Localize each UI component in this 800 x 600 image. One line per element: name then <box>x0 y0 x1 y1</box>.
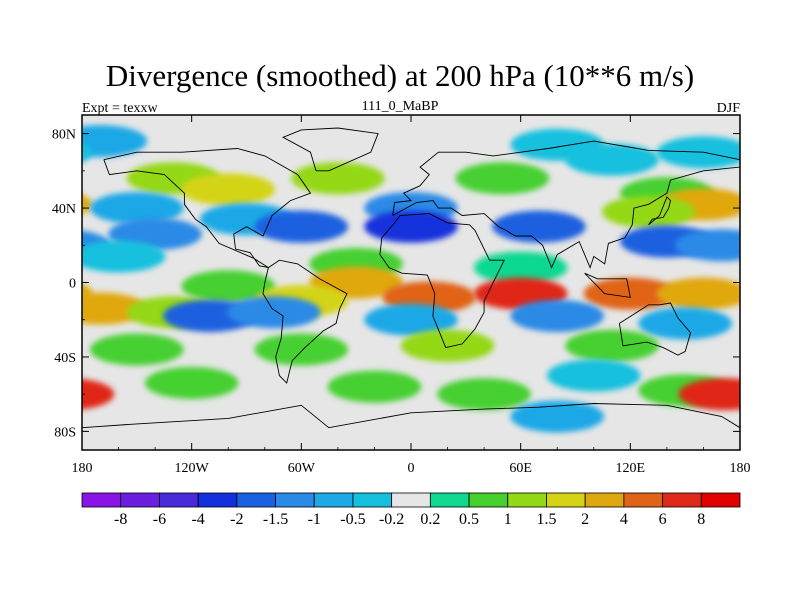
colorbar-label: 8 <box>697 511 705 528</box>
colorbar-label: 6 <box>659 511 667 528</box>
y-tick-label: 80N <box>52 128 76 143</box>
coastline <box>392 140 740 269</box>
field-patch <box>82 240 166 273</box>
colorbar-swatch <box>313 492 354 508</box>
field-patch <box>181 173 276 206</box>
colorbar-swatch <box>700 492 741 508</box>
field-patch <box>254 210 349 243</box>
field-patch <box>656 277 740 310</box>
field-patch <box>510 400 605 433</box>
field-patch <box>510 300 605 332</box>
field-patch <box>565 329 659 362</box>
chart-title: Divergence (smoothed) at 200 hPa (10**6 … <box>105 58 695 93</box>
coastline <box>379 213 505 349</box>
field-patch <box>90 192 184 225</box>
colorbar-label: -8 <box>114 511 127 528</box>
field-patch <box>327 370 422 403</box>
colorbar-swatch <box>197 492 238 508</box>
field-patch <box>565 143 659 176</box>
field-patch <box>82 378 115 410</box>
colorbar-swatch <box>352 492 393 508</box>
colorbar-label: 2 <box>581 511 589 528</box>
coastline <box>282 127 379 172</box>
colorbar: -8 -6 -4 -2 -1.5 -1 -0.5 -0.2 0.2 0.5 1 1.5 2 4 6 8 <box>81 492 741 528</box>
x-tick-label: 180 <box>72 461 93 476</box>
field-patch <box>583 277 678 310</box>
colorbar-swatch <box>468 492 509 508</box>
x-tick-label: 60E <box>509 461 532 476</box>
field-patch <box>455 162 550 195</box>
field-patch <box>364 210 458 243</box>
colorbar-label: -6 <box>153 511 166 528</box>
coastline <box>618 302 692 356</box>
colorbar-label: -2 <box>230 511 243 528</box>
field-patch <box>400 329 495 362</box>
colorbar-swatch <box>81 492 122 508</box>
colorbar-swatch <box>623 492 663 508</box>
y-tick-label: 40N <box>52 202 76 217</box>
x-tick-label: 120W <box>175 461 210 476</box>
colorbar-label: 0.5 <box>459 511 479 528</box>
y-tick-label: 40S <box>54 351 76 366</box>
coastline <box>648 196 671 226</box>
colorbar-swatch <box>391 492 431 508</box>
run-label: 111_0_MaBP <box>361 99 439 114</box>
x-axis: 180 120W 60W 0 60E 120E 180 <box>72 115 751 476</box>
field-patch <box>492 210 586 243</box>
season-label: DJF <box>716 101 740 116</box>
field-patch <box>82 194 93 215</box>
y-tick-label: 0 <box>69 277 76 292</box>
colorbar-swatch <box>120 492 160 508</box>
field-patch <box>364 303 458 336</box>
colorbar-label: -4 <box>191 511 204 528</box>
field-patch <box>82 283 93 304</box>
field-patch <box>227 296 321 329</box>
colorbar-label: 4 <box>620 511 628 528</box>
y-axis: 80N 40N 0 40S 80S <box>52 128 740 440</box>
x-tick-label: 120E <box>616 461 646 476</box>
colorbar-label: -0.5 <box>340 511 365 528</box>
colorbar-swatch <box>584 492 625 508</box>
field-patch <box>638 307 732 340</box>
colorbar-swatch <box>507 492 547 508</box>
colorbar-label: 1.5 <box>536 511 556 528</box>
field-patch <box>181 270 276 303</box>
colorbar-swatch <box>159 492 199 508</box>
colorbar-swatch <box>236 492 276 508</box>
field-patch <box>90 333 184 366</box>
field-patch <box>254 333 349 366</box>
colorbar-label: 0.2 <box>420 511 440 528</box>
x-tick-label: 60W <box>288 461 316 476</box>
y-tick-label: 80S <box>54 425 76 440</box>
colorbar-label: -1 <box>308 511 321 528</box>
field-patch <box>291 162 385 195</box>
colorbar-label: -0.2 <box>379 511 404 528</box>
colorbar-label: -1.5 <box>263 511 288 528</box>
field-patch <box>82 142 93 163</box>
coastline <box>262 259 348 384</box>
field-patch <box>437 378 531 411</box>
coastline <box>103 148 312 269</box>
colorbar-swatch <box>546 492 586 508</box>
experiment-label: Expt = texxw <box>82 101 158 116</box>
colorbar-swatch <box>662 492 702 508</box>
field-patch <box>678 378 740 411</box>
field-patch <box>473 251 568 284</box>
coastline <box>584 272 631 298</box>
coastlines <box>82 127 740 429</box>
colorbar-swatch <box>429 492 470 508</box>
coastline <box>82 403 740 429</box>
colorbar-swatch <box>275 492 315 508</box>
field-patch <box>601 195 696 228</box>
field-patch <box>674 229 740 262</box>
field-patch <box>82 125 148 158</box>
x-tick-label: 0 <box>408 461 415 476</box>
field-patch <box>546 359 641 392</box>
x-tick-label: 180 <box>730 461 751 476</box>
colorbar-label: 1 <box>504 511 512 528</box>
divergence-field <box>82 125 740 433</box>
field-patch <box>144 367 239 399</box>
